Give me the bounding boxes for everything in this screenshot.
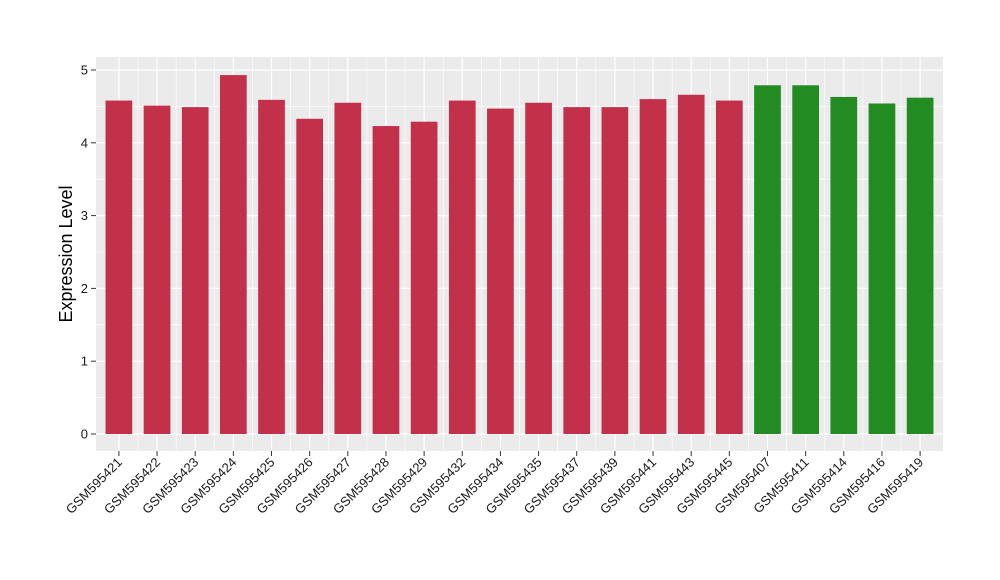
bar-GSM595422 [143, 105, 171, 434]
bar-GSM595429 [410, 121, 438, 435]
bar-GSM595423 [181, 107, 209, 435]
y-axis: 0 1 2 3 4 5 [81, 63, 96, 442]
bar-GSM595434 [487, 108, 514, 435]
bar-GSM595426 [296, 118, 324, 434]
y-tick-label: 4 [81, 135, 88, 150]
bar-GSM595432 [448, 100, 476, 435]
bar-GSM595435 [525, 102, 552, 434]
x-axis: GSM595421GSM595422GSM595423GSM595424GSM5… [63, 451, 926, 517]
bar-GSM595443 [677, 94, 705, 434]
bar-GSM595419 [906, 97, 934, 434]
bar-GSM595416 [868, 103, 896, 434]
bar-GSM595445 [715, 100, 743, 435]
bar-GSM595411 [792, 85, 820, 435]
bar-GSM595427 [334, 102, 362, 434]
bar-GSM595439 [601, 107, 629, 435]
y-tick-label: 3 [81, 208, 88, 223]
bar-GSM595437 [563, 107, 591, 435]
y-axis-title: Expression Level [56, 185, 76, 322]
bar-GSM595407 [754, 85, 781, 435]
y-tick-label: 0 [81, 427, 88, 442]
y-tick-label: 2 [81, 281, 88, 296]
bar-GSM595425 [258, 99, 285, 435]
bar-GSM595441 [639, 99, 667, 435]
y-tick-label: 1 [81, 354, 88, 369]
bar-GSM595414 [830, 96, 858, 434]
bars [105, 75, 934, 435]
bar-GSM595421 [105, 100, 133, 435]
y-tick-label: 5 [81, 63, 88, 78]
bar-GSM595428 [372, 126, 400, 434]
bar-GSM595424 [219, 75, 247, 434]
